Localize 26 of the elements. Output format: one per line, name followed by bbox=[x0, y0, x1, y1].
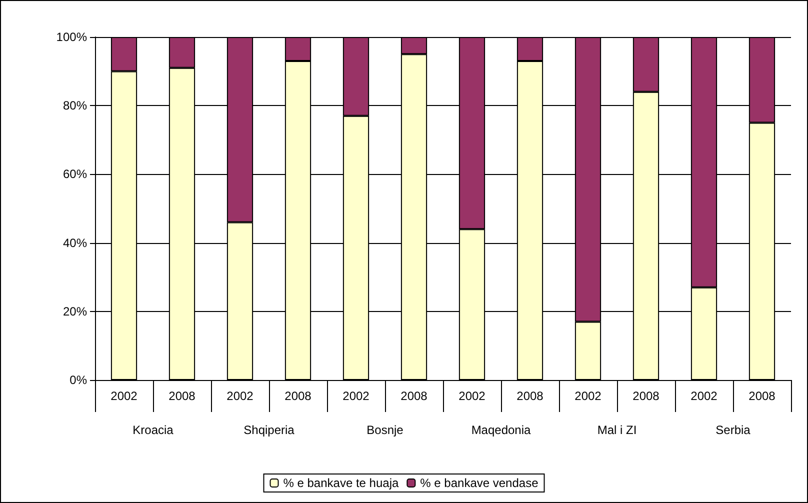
text: Mal i ZI bbox=[597, 423, 637, 437]
y-tick-label: 60% bbox=[62, 167, 88, 182]
text: Serbia bbox=[716, 423, 751, 437]
x-tick-label: 2002 bbox=[574, 389, 602, 403]
legend-label: % e bankave vendase bbox=[420, 476, 539, 490]
legend-label: % e bankave te huaja bbox=[283, 476, 399, 490]
x-tick-label: 2002 bbox=[226, 389, 254, 403]
x-tick-label: 2008 bbox=[400, 389, 428, 403]
x-tick-label: 2008 bbox=[748, 389, 776, 403]
y-tick-label: 0% bbox=[70, 373, 88, 387]
x-tick-label: 2008 bbox=[632, 389, 660, 403]
x-tick-label: 2002 bbox=[458, 389, 486, 403]
x-tick-label: 2008 bbox=[168, 389, 196, 403]
text: Kroacia bbox=[132, 423, 174, 437]
x-tick-label: 2008 bbox=[516, 389, 544, 403]
text: Bosnje bbox=[366, 423, 404, 437]
x-tick-label: 2008 bbox=[284, 389, 312, 403]
y-tick-label: 80% bbox=[62, 98, 88, 113]
y-tick-label: 40% bbox=[62, 236, 88, 250]
text: Maqedonia bbox=[471, 423, 532, 437]
x-tick-label: 2002 bbox=[690, 389, 718, 403]
text: Shqiperia bbox=[244, 423, 295, 437]
x-tick-label: 2002 bbox=[342, 389, 370, 403]
y-tick-label: 20% bbox=[62, 304, 88, 318]
x-tick-label: 2002 bbox=[110, 389, 138, 403]
y-tick-label: 100% bbox=[56, 30, 88, 44]
